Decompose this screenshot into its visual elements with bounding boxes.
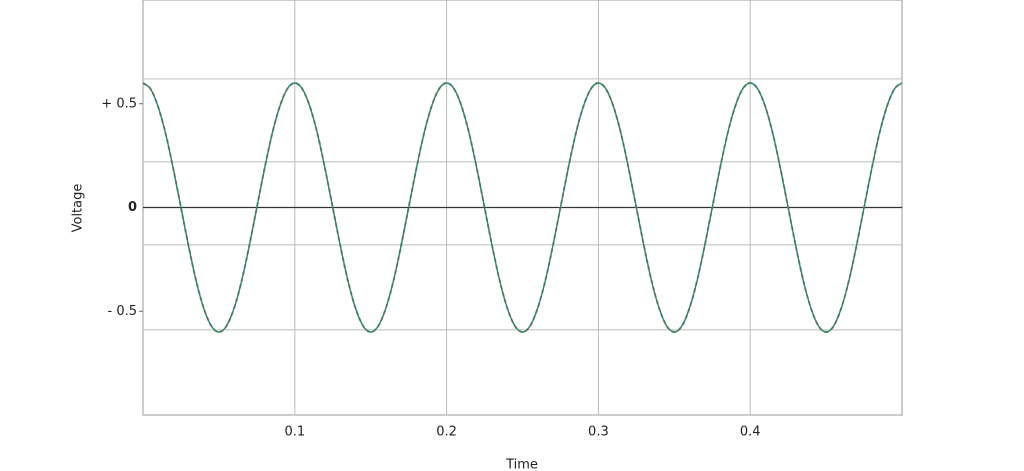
- y-axis-label: Voltage: [71, 184, 86, 233]
- y-tick-label: - 0.5: [108, 304, 138, 319]
- x-tick-label: 0.2: [436, 425, 457, 440]
- y-tick-label: 0: [128, 200, 137, 215]
- x-tick-label: 0.1: [284, 425, 305, 440]
- x-axis-label: Time: [505, 458, 538, 471]
- x-tick-label: 0.3: [588, 425, 609, 440]
- x-tick-label: 0.4: [740, 425, 761, 440]
- y-tick-label: + 0.5: [101, 96, 137, 111]
- series-line: [142, 82, 903, 333]
